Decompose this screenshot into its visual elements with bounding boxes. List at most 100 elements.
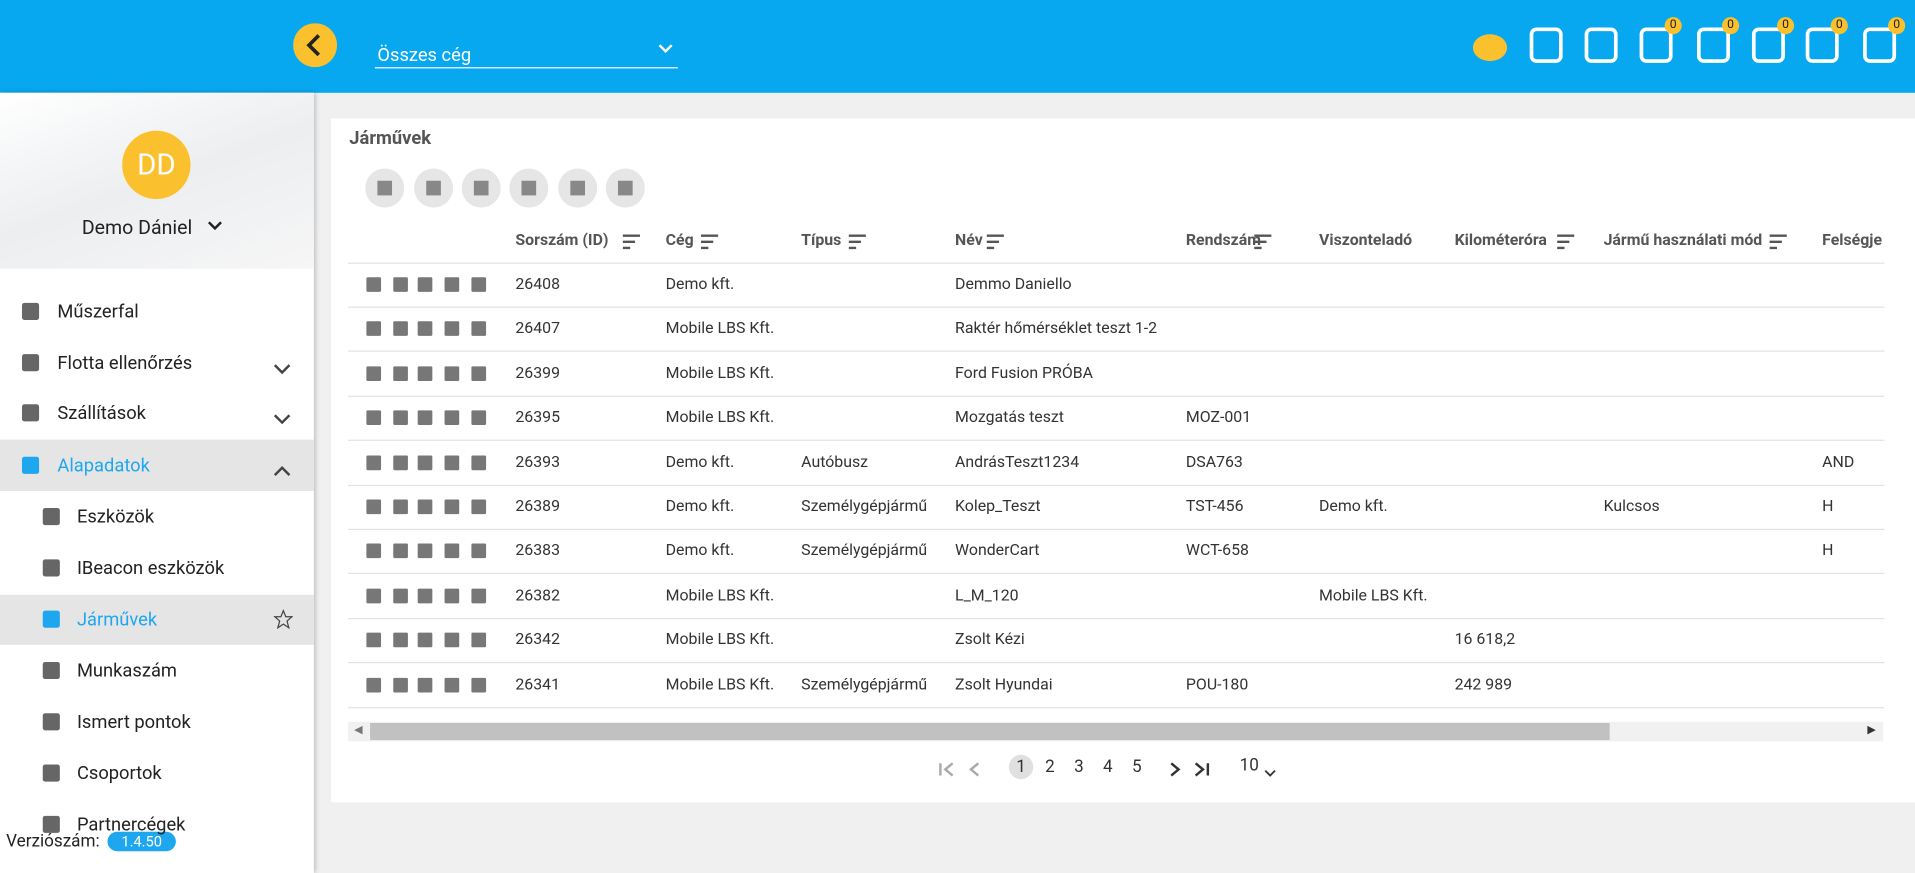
page-number[interactable]: 1 (1016, 757, 1026, 777)
first-page[interactable] (938, 758, 955, 777)
row-action[interactable] (391, 542, 412, 563)
row-action[interactable] (415, 497, 436, 518)
header-icon[interactable] (1694, 24, 1733, 66)
row-action[interactable] (442, 675, 463, 696)
row-action[interactable] (442, 542, 463, 563)
row-action[interactable] (469, 586, 490, 607)
page-size[interactable]: 10 (1239, 755, 1259, 776)
row-action[interactable] (415, 319, 436, 340)
row-action[interactable] (469, 630, 490, 651)
menu-item[interactable]: Műszerfal (57, 300, 139, 323)
row-action[interactable] (364, 586, 385, 607)
column-header[interactable]: Cég (665, 231, 694, 250)
row-action[interactable] (364, 630, 385, 651)
row-action[interactable] (364, 275, 385, 296)
sort-icon[interactable] (848, 232, 868, 250)
row-action[interactable] (442, 586, 463, 607)
scroll-right[interactable]: ▶ (1867, 724, 1876, 737)
menu-chevron[interactable] (272, 357, 292, 375)
row-action[interactable] (364, 319, 385, 340)
row-action[interactable] (391, 364, 412, 385)
row-action[interactable] (415, 542, 436, 563)
company-select[interactable]: Összes cég (377, 43, 472, 66)
column-header[interactable]: Sorszám (ID) (515, 231, 609, 250)
menu-item[interactable]: Szállítások (57, 401, 146, 424)
row-action[interactable] (391, 675, 412, 696)
sort-icon[interactable] (622, 232, 642, 250)
user-name[interactable]: Demo Dániel (81, 215, 193, 239)
next-page[interactable] (1169, 758, 1181, 777)
row-action[interactable] (364, 408, 385, 429)
row-action[interactable] (442, 319, 463, 340)
row-action[interactable] (415, 408, 436, 429)
toolbar-button[interactable] (414, 168, 454, 208)
menu-item[interactable]: Alapadatok (57, 454, 150, 477)
menu-item[interactable]: Járművek (76, 608, 158, 631)
header-icon[interactable] (1803, 24, 1842, 66)
scroll-left[interactable]: ◀ (354, 724, 363, 737)
back-button[interactable] (293, 23, 338, 68)
row-action[interactable] (442, 630, 463, 651)
menu-item[interactable]: Munkaszám (76, 659, 177, 682)
column-header[interactable]: Jármű használati mód (1603, 231, 1763, 250)
last-page[interactable] (1193, 758, 1210, 777)
menu-item[interactable]: Csoportok (76, 762, 162, 785)
row-action[interactable] (442, 275, 463, 296)
header-icon[interactable] (1582, 24, 1621, 66)
toolbar-button[interactable] (461, 168, 501, 208)
toolbar-button[interactable] (509, 168, 549, 208)
row-action[interactable] (469, 542, 490, 563)
row-action[interactable] (469, 453, 490, 474)
row-action[interactable] (415, 675, 436, 696)
row-action[interactable] (469, 497, 490, 518)
row-action[interactable] (391, 453, 412, 474)
row-action[interactable] (415, 630, 436, 651)
row-action[interactable] (469, 408, 490, 429)
column-header[interactable]: Kilométeróra (1454, 231, 1547, 250)
row-action[interactable] (415, 453, 436, 474)
row-action[interactable] (391, 275, 412, 296)
row-action[interactable] (415, 586, 436, 607)
sort-icon[interactable] (1556, 232, 1576, 250)
header-icon[interactable] (1527, 24, 1566, 66)
row-action[interactable] (415, 364, 436, 385)
row-action[interactable] (469, 364, 490, 385)
sort-icon[interactable] (1768, 232, 1788, 250)
toolbar-button[interactable] (365, 168, 405, 208)
page-number[interactable]: 2 (1045, 757, 1055, 777)
row-action[interactable] (364, 497, 385, 518)
row-action[interactable] (391, 408, 412, 429)
row-action[interactable] (415, 275, 436, 296)
row-action[interactable] (469, 675, 490, 696)
row-action[interactable] (442, 453, 463, 474)
menu-chevron[interactable] (272, 459, 292, 476)
menu-item[interactable]: Partnercégek (76, 813, 186, 836)
menu-chevron[interactable] (272, 407, 292, 425)
row-action[interactable] (469, 275, 490, 296)
column-header[interactable]: Típus (801, 231, 842, 250)
row-action[interactable] (391, 319, 412, 340)
row-action[interactable] (442, 408, 463, 429)
row-action[interactable] (442, 364, 463, 385)
column-header[interactable]: Rendszám (1185, 231, 1261, 250)
row-action[interactable] (442, 497, 463, 518)
favorite-star[interactable] (273, 609, 294, 630)
sort-icon[interactable] (1253, 232, 1273, 250)
menu-item[interactable]: Eszközök (76, 505, 155, 528)
row-action[interactable] (391, 630, 412, 651)
prev-page[interactable] (968, 758, 980, 777)
row-action[interactable] (364, 364, 385, 385)
toolbar-button[interactable] (605, 168, 645, 208)
row-action[interactable] (391, 497, 412, 518)
row-action[interactable] (364, 453, 385, 474)
row-action[interactable] (364, 542, 385, 563)
row-action[interactable] (391, 586, 412, 607)
header-icon[interactable] (1470, 24, 1509, 66)
sort-icon[interactable] (700, 232, 720, 250)
header-icon[interactable] (1860, 24, 1899, 66)
toolbar-button[interactable] (558, 168, 598, 208)
menu-item[interactable]: Flotta ellenőrzés (57, 351, 193, 374)
header-icon[interactable] (1749, 24, 1788, 66)
scrollbar-thumb[interactable] (370, 723, 1610, 741)
menu-item[interactable]: IBeacon eszközök (76, 556, 225, 579)
